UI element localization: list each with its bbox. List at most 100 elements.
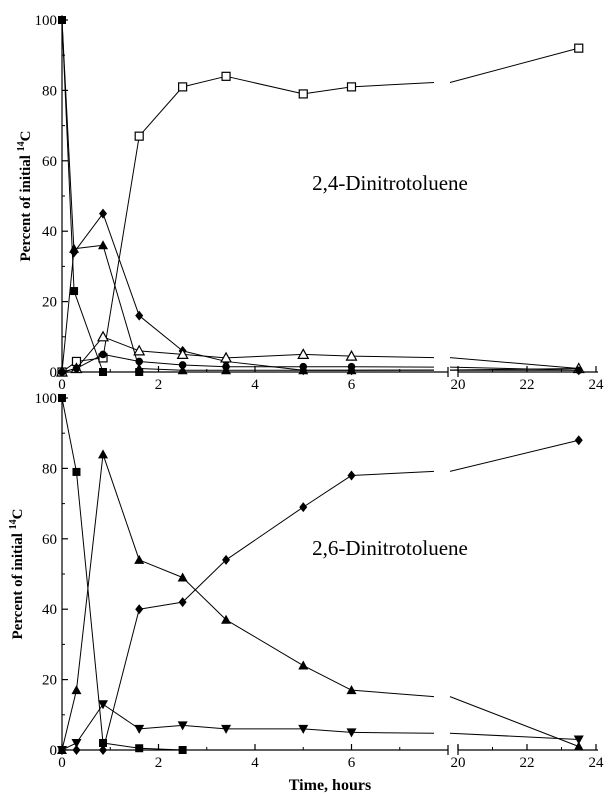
x-tick-label: 4 [251, 755, 259, 771]
series-line [139, 747, 183, 751]
series-line [351, 81, 435, 88]
data-point [135, 368, 144, 376]
series-diamond [58, 435, 583, 755]
data-point [220, 351, 233, 363]
series-line [102, 213, 140, 316]
data-point [135, 604, 144, 615]
data-point [222, 554, 231, 565]
chart-title: 2,6-Dinitrotoluene [312, 536, 468, 560]
series-line [73, 290, 104, 373]
data-point [57, 746, 67, 755]
series-line [449, 439, 579, 472]
y-tick-label: 40 [42, 224, 57, 240]
data-point [221, 614, 232, 624]
series-square-filled [58, 394, 187, 754]
series-line [102, 703, 140, 730]
data-point [133, 344, 146, 356]
data-point [573, 741, 584, 751]
series-line [182, 353, 227, 359]
data-point [298, 89, 308, 99]
series-square-filled [58, 16, 144, 376]
data-point [135, 744, 144, 753]
data-point [135, 357, 143, 366]
data-point [58, 394, 66, 402]
x-tick-label: 22 [520, 377, 535, 393]
series-line [182, 724, 227, 730]
series-line [61, 397, 77, 473]
data-point [345, 349, 358, 361]
data-point [99, 368, 108, 376]
series-line [139, 367, 183, 371]
data-point [177, 721, 188, 731]
series-line [182, 577, 227, 621]
chart-title: 2,4-Dinitrotoluene [312, 171, 468, 195]
x-tick-label: 6 [348, 755, 356, 771]
x-tick-label: 24 [589, 755, 605, 771]
series-diamond [58, 15, 583, 376]
data-point [70, 287, 79, 296]
series-line [102, 353, 140, 362]
x-tick-label: 2 [155, 377, 163, 393]
data-point [346, 685, 357, 695]
data-point [177, 365, 188, 375]
series-line [351, 470, 435, 476]
y-tick-label: 100 [35, 391, 58, 407]
data-point [99, 738, 108, 747]
series-line [449, 357, 579, 369]
data-point [347, 470, 356, 481]
series-line [76, 353, 104, 369]
series-line [225, 75, 304, 95]
x-tick-label: 0 [58, 755, 66, 771]
data-point [96, 330, 110, 342]
series-line [139, 601, 183, 610]
data-point [574, 366, 583, 375]
x-tick-label: 4 [251, 377, 259, 393]
series-line [75, 471, 104, 744]
y-tick-label: 80 [42, 461, 57, 477]
data-point [98, 449, 109, 459]
y-tick-label: 100 [35, 13, 58, 29]
data-point [178, 597, 187, 608]
series-line [303, 353, 352, 357]
y-tick-label: 20 [42, 295, 57, 311]
data-point [178, 746, 187, 754]
series-line [139, 350, 183, 355]
series-line [73, 213, 104, 253]
data-point [178, 361, 187, 369]
y-tick-label: 40 [42, 602, 57, 618]
series-line [138, 315, 183, 352]
data-point [347, 362, 356, 371]
y-tick-label: 0 [50, 743, 58, 759]
data-point [297, 348, 310, 359]
series-line [102, 454, 140, 561]
data-point [98, 700, 109, 710]
data-point [222, 362, 230, 371]
data-point [221, 724, 232, 734]
data-point [177, 572, 188, 582]
series-line [138, 86, 184, 137]
y-tick-label: 60 [42, 532, 57, 548]
series-line [351, 355, 435, 359]
series-line [76, 703, 104, 744]
series-line [225, 360, 304, 371]
series-line [74, 244, 104, 250]
series-line [75, 454, 104, 691]
series-line [449, 732, 579, 740]
x-tick-label: 22 [520, 755, 535, 771]
series-line [303, 728, 352, 733]
series-line [303, 665, 352, 691]
data-point [72, 364, 81, 373]
series-line [182, 364, 227, 368]
series-line [61, 19, 75, 292]
series-line [102, 336, 140, 352]
series-line [61, 690, 77, 751]
data-point [98, 240, 109, 250]
data-point [134, 724, 145, 734]
series-line [449, 47, 579, 83]
x-tick-label: 0 [58, 377, 66, 393]
data-point [134, 554, 145, 564]
data-point [72, 467, 81, 476]
data-point [574, 43, 584, 53]
